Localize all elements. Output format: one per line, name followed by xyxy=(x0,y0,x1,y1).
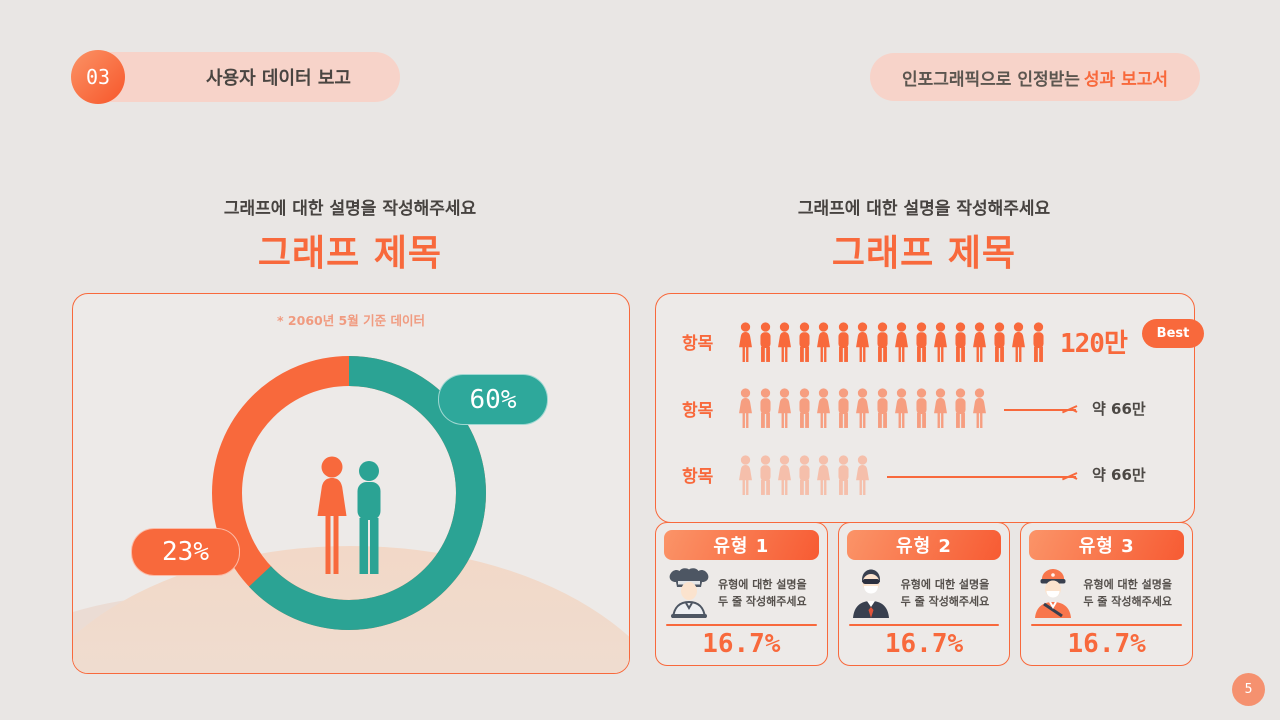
right-chart-subtitle: 그래프에 대한 설명을 작성해주세요 xyxy=(797,199,1051,219)
type-2-header: 유형 2 xyxy=(846,530,1002,561)
left-chart-title: 그래프 제목 xyxy=(257,233,443,274)
desc-line: 유형에 대한 설명을 xyxy=(1083,578,1172,592)
person-icons xyxy=(736,320,1048,364)
type-3-value: 16.7% xyxy=(1067,629,1146,659)
left-chart-subtitle: 그래프에 대한 설명을 작성해주세요 xyxy=(223,199,477,219)
pictogram-chart-card: 항목 120만 항목 약 66만 항목 약 66만 Best xyxy=(655,293,1204,523)
row-value: 약 66만 xyxy=(1092,466,1146,484)
tagline-pill: 인포그래픽으로 인정받는 성과 보고서 xyxy=(870,53,1200,101)
type-3-desc: 유형에 대한 설명을 두 줄 작성해주세요 xyxy=(1083,576,1172,610)
type-1-desc: 유형에 대한 설명을 두 줄 작성해주세요 xyxy=(718,576,807,610)
divider xyxy=(666,624,817,626)
section-title-pill: 사용자 데이터 보고 xyxy=(87,52,400,102)
desc-line: 두 줄 작성해주세요 xyxy=(1083,595,1172,609)
desc-line: 두 줄 작성해주세요 xyxy=(900,595,990,609)
best-badge: Best xyxy=(1142,319,1204,348)
desc-line: 유형에 대한 설명을 xyxy=(718,578,807,592)
type-card-2: 유형 2 유형에 대한 설명을 두 줄 작성해주세요 16.7% xyxy=(837,522,1011,666)
businessman-icon xyxy=(852,569,889,619)
right-chart-titles: 그래프에 대한 설명을 작성해주세요 그래프 제목 xyxy=(655,194,1193,276)
row-label: 항목 xyxy=(682,400,714,421)
section-title: 사용자 데이터 보고 xyxy=(205,68,351,89)
man-figure xyxy=(357,461,381,574)
desc-line: 두 줄 작성해주세요 xyxy=(718,595,807,609)
section-tag: 사용자 데이터 보고 03 xyxy=(71,50,400,104)
desc-line: 유형에 대한 설명을 xyxy=(900,578,990,592)
divider xyxy=(1031,624,1183,626)
donut-chart-card: * 2060년 5월 기준 데이터 60% 23% xyxy=(72,293,630,674)
row-value: 120만 xyxy=(1060,329,1128,359)
donut-label-badge-60: 60% xyxy=(438,374,548,425)
pictogram-row: 항목 120만 xyxy=(656,315,1194,369)
section-number-badge: 03 xyxy=(71,50,125,104)
type-2-desc: 유형에 대한 설명을 두 줄 작성해주세요 xyxy=(901,576,990,610)
row-value: 약 66만 xyxy=(1092,399,1146,418)
page-number-badge: 5 xyxy=(1232,673,1265,706)
right-chart-title: 그래프 제목 xyxy=(831,233,1017,274)
row-label: 항목 xyxy=(682,334,714,354)
chef-icon xyxy=(669,568,709,619)
pictogram-row: 항목 약 66만 xyxy=(656,448,1194,502)
left-chart-titles: 그래프에 대한 설명을 작성해주세요 그래프 제목 xyxy=(72,194,628,276)
person-icons xyxy=(736,386,990,430)
type-2-value: 16.7% xyxy=(884,629,964,659)
donut-chart xyxy=(212,356,486,630)
officer-icon xyxy=(1035,569,1072,619)
type-1-value: 16.7% xyxy=(702,629,781,659)
divider xyxy=(848,624,1000,626)
donut-label-badge-23: 23% xyxy=(131,528,240,576)
woman-figure xyxy=(317,456,347,574)
row-label: 항목 xyxy=(682,467,714,487)
couple-pictogram xyxy=(317,456,381,574)
type-cards: 유형 1 유형에 대한 설명을 두 줄 작성해주세요 16.7% 유 xyxy=(655,522,1194,666)
chart-note: * 2060년 5월 기준 데이터 xyxy=(277,313,425,328)
pictogram-row: 항목 약 66만 xyxy=(656,381,1194,435)
type-3-body: 유형에 대한 설명을 두 줄 작성해주세요 xyxy=(1029,568,1184,619)
tagline-prefix: 인포그래픽으로 인정받는 xyxy=(901,69,1080,90)
type-3-header: 유형 3 xyxy=(1029,530,1185,561)
type-card-3: 유형 3 유형에 대한 설명을 두 줄 작성해주세요 16 xyxy=(1020,522,1194,666)
type-1-header: 유형 1 xyxy=(664,530,819,561)
type-1-body: 유형에 대한 설명을 두 줄 작성해주세요 xyxy=(664,568,819,619)
tagline-highlight: 성과 보고서 xyxy=(1083,69,1169,90)
person-icons xyxy=(736,453,873,497)
arrow-icon xyxy=(1003,409,1076,411)
type-card-1: 유형 1 유형에 대한 설명을 두 줄 작성해주세요 16.7% xyxy=(655,522,828,666)
type-2-body: 유형에 대한 설명을 두 줄 작성해주세요 xyxy=(847,568,1002,619)
arrow-icon xyxy=(886,475,1076,478)
donut-teal-arc xyxy=(212,356,486,630)
